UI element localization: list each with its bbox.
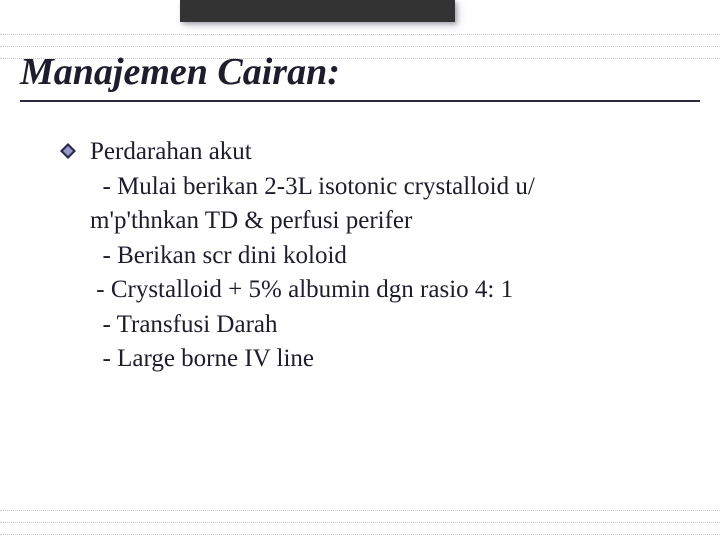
body-line: - Transfusi Darah xyxy=(90,308,660,343)
bullet-item: Perdarahan akut xyxy=(60,135,660,170)
body-line: - Berikan scr dini koloid xyxy=(90,239,660,274)
bullet-body-lines: - Mulai berikan 2-3L isotonic crystalloi… xyxy=(90,170,660,377)
body-line: - Crystalloid + 5% albumin dgn rasio 4: … xyxy=(90,273,660,308)
content-block: Perdarahan akut - Mulai berikan 2-3L iso… xyxy=(60,135,660,377)
body-line: m'p'thnkan TD & perfusi perifer xyxy=(90,204,660,239)
top-shadow-bar xyxy=(180,0,455,22)
bullet-heading: Perdarahan akut xyxy=(90,135,252,170)
title-underline xyxy=(20,100,700,102)
body-line: - Large borne IV line xyxy=(90,342,660,377)
body-line: - Mulai berikan 2-3L isotonic crystalloi… xyxy=(90,170,660,205)
slide-title: Manajemen Cairan: xyxy=(20,50,340,94)
diamond-bullet-icon xyxy=(60,143,76,159)
